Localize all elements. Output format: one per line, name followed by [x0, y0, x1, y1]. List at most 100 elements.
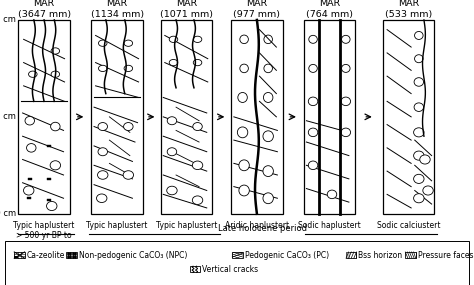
Ellipse shape: [193, 60, 202, 66]
Ellipse shape: [193, 123, 202, 131]
Bar: [14, 256, 18, 258]
Ellipse shape: [193, 36, 202, 42]
Bar: [47, 199, 51, 201]
Ellipse shape: [415, 55, 423, 63]
Ellipse shape: [414, 151, 424, 160]
Ellipse shape: [341, 128, 351, 137]
Ellipse shape: [169, 60, 178, 66]
Ellipse shape: [239, 160, 249, 171]
Text: 50 cm: 50 cm: [0, 112, 16, 121]
Bar: [346, 252, 356, 258]
Ellipse shape: [124, 40, 133, 46]
Text: Sodic calciustert: Sodic calciustert: [377, 221, 440, 230]
Ellipse shape: [238, 92, 247, 103]
Text: Sodic haplustert: Sodic haplustert: [298, 221, 361, 230]
Ellipse shape: [414, 194, 424, 203]
Text: Ca-zeolite: Ca-zeolite: [27, 251, 65, 260]
Ellipse shape: [414, 128, 424, 137]
Ellipse shape: [309, 35, 317, 43]
Ellipse shape: [264, 35, 273, 44]
Ellipse shape: [51, 71, 60, 77]
Ellipse shape: [414, 78, 424, 86]
Ellipse shape: [192, 161, 203, 170]
Bar: [14, 252, 25, 258]
Text: Typic haplustert: Typic haplustert: [86, 221, 148, 230]
Ellipse shape: [309, 64, 317, 72]
Bar: [383, 20, 434, 214]
Ellipse shape: [239, 185, 249, 196]
Ellipse shape: [308, 161, 318, 170]
Bar: [405, 252, 416, 258]
Bar: [91, 20, 143, 214]
Text: Pressure faces: Pressure faces: [418, 251, 473, 260]
Ellipse shape: [169, 36, 178, 42]
Ellipse shape: [124, 65, 133, 72]
Text: SAM
MAR
(977 mm): SAM MAR (977 mm): [233, 0, 281, 19]
Ellipse shape: [240, 64, 248, 73]
Ellipse shape: [420, 155, 430, 164]
Ellipse shape: [264, 92, 273, 103]
Ellipse shape: [27, 144, 36, 152]
Ellipse shape: [308, 128, 318, 137]
Bar: [190, 266, 200, 272]
Bar: [18, 20, 70, 214]
Bar: [27, 197, 31, 200]
Text: AD
MAR
(533 mm): AD MAR (533 mm): [385, 0, 432, 19]
Bar: [161, 20, 212, 214]
Ellipse shape: [97, 194, 107, 203]
Text: Late holocene period: Late holocene period: [219, 224, 307, 233]
Ellipse shape: [342, 64, 350, 72]
Bar: [232, 252, 243, 258]
Text: SHM
MAR
(1134 mm): SHM MAR (1134 mm): [91, 0, 144, 19]
Text: Typic haplustert
> 500 yr BP to
<65 million yr BP: Typic haplustert > 500 yr BP to <65 mill…: [11, 221, 77, 251]
Bar: [47, 178, 51, 180]
Ellipse shape: [167, 186, 177, 195]
Bar: [5, 241, 469, 285]
Ellipse shape: [167, 148, 177, 156]
Text: Aridic haplustert: Aridic haplustert: [225, 221, 289, 230]
Ellipse shape: [50, 161, 61, 170]
Ellipse shape: [342, 35, 350, 43]
Ellipse shape: [240, 35, 248, 44]
Text: Non-pedogenic CaCO₃ (NPC): Non-pedogenic CaCO₃ (NPC): [79, 251, 187, 260]
Ellipse shape: [308, 97, 318, 106]
Ellipse shape: [25, 117, 35, 125]
Text: Typic haplustert: Typic haplustert: [155, 221, 217, 230]
Text: 100 cm: 100 cm: [0, 209, 16, 218]
Ellipse shape: [99, 65, 107, 72]
Ellipse shape: [414, 174, 424, 184]
Text: SAD
MAR
(764 mm): SAD MAR (764 mm): [306, 0, 353, 19]
Ellipse shape: [327, 190, 337, 199]
Ellipse shape: [263, 166, 273, 176]
Bar: [66, 252, 77, 258]
Ellipse shape: [46, 201, 57, 211]
Ellipse shape: [415, 31, 423, 39]
Ellipse shape: [124, 123, 133, 131]
Ellipse shape: [167, 117, 177, 125]
Bar: [231, 20, 283, 214]
Ellipse shape: [264, 64, 273, 73]
Ellipse shape: [341, 97, 351, 106]
Ellipse shape: [98, 123, 108, 131]
Bar: [304, 20, 355, 214]
Bar: [346, 252, 350, 258]
Ellipse shape: [263, 193, 273, 204]
Bar: [28, 178, 32, 180]
Ellipse shape: [98, 171, 108, 179]
Ellipse shape: [51, 48, 60, 54]
Ellipse shape: [263, 131, 273, 142]
Ellipse shape: [24, 186, 34, 195]
Ellipse shape: [51, 122, 60, 131]
Text: HT
MAR
(3647 mm): HT MAR (3647 mm): [18, 0, 71, 19]
Ellipse shape: [237, 127, 248, 138]
Bar: [47, 145, 51, 147]
Text: Bss horizon: Bss horizon: [358, 251, 402, 260]
Text: 00 cm: 00 cm: [0, 15, 16, 25]
Ellipse shape: [423, 186, 433, 195]
Ellipse shape: [28, 71, 37, 77]
Text: SHD
MAR
(1071 mm): SHD MAR (1071 mm): [160, 0, 213, 19]
Ellipse shape: [98, 148, 108, 156]
Ellipse shape: [192, 196, 203, 204]
Ellipse shape: [123, 171, 134, 179]
Ellipse shape: [99, 40, 107, 46]
